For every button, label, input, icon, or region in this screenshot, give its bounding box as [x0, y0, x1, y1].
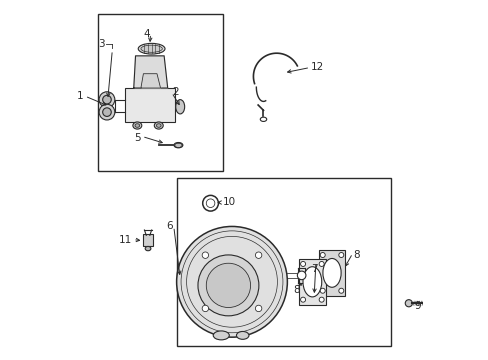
Text: 7: 7: [310, 264, 317, 274]
Text: 3: 3: [99, 39, 105, 49]
Ellipse shape: [175, 100, 184, 114]
Ellipse shape: [135, 124, 140, 127]
Circle shape: [176, 226, 287, 337]
Circle shape: [102, 95, 111, 104]
Text: 4: 4: [143, 28, 149, 39]
Circle shape: [320, 288, 325, 293]
Polygon shape: [134, 56, 167, 88]
Circle shape: [319, 261, 324, 266]
Circle shape: [198, 255, 258, 316]
Text: 10: 10: [223, 197, 236, 207]
Ellipse shape: [141, 45, 162, 52]
Polygon shape: [141, 74, 160, 88]
Ellipse shape: [303, 267, 321, 297]
Circle shape: [300, 261, 305, 266]
Text: 8: 8: [292, 285, 299, 296]
Circle shape: [99, 92, 115, 108]
Circle shape: [99, 104, 115, 120]
Ellipse shape: [156, 124, 161, 127]
Circle shape: [202, 252, 208, 258]
Text: 11: 11: [119, 235, 132, 245]
Ellipse shape: [260, 117, 266, 121]
Bar: [142, 234, 153, 246]
Circle shape: [338, 288, 343, 293]
Ellipse shape: [133, 122, 142, 129]
Bar: [124, 88, 175, 122]
Circle shape: [203, 195, 218, 211]
Text: 9: 9: [413, 301, 420, 311]
Circle shape: [320, 252, 325, 257]
Text: 2: 2: [172, 87, 179, 98]
Ellipse shape: [322, 258, 341, 287]
Text: 8: 8: [353, 250, 359, 260]
Ellipse shape: [145, 247, 151, 251]
Circle shape: [206, 263, 250, 307]
Ellipse shape: [154, 122, 163, 129]
Bar: [98, 14, 223, 171]
Circle shape: [405, 300, 411, 307]
Circle shape: [255, 305, 261, 312]
Circle shape: [202, 305, 208, 312]
Text: 1: 1: [76, 91, 83, 101]
Bar: [318, 249, 345, 296]
Circle shape: [206, 199, 214, 207]
Text: 6: 6: [166, 221, 173, 231]
Ellipse shape: [138, 43, 164, 54]
Ellipse shape: [213, 331, 229, 340]
Circle shape: [255, 252, 261, 258]
Circle shape: [102, 108, 111, 116]
Circle shape: [297, 271, 305, 280]
Text: 5: 5: [134, 133, 141, 143]
Circle shape: [300, 297, 305, 302]
Bar: [298, 258, 325, 305]
Ellipse shape: [174, 143, 183, 148]
Text: 12: 12: [310, 63, 324, 72]
Ellipse shape: [236, 332, 248, 339]
Bar: [176, 178, 390, 346]
Circle shape: [319, 297, 324, 302]
Circle shape: [338, 252, 343, 257]
